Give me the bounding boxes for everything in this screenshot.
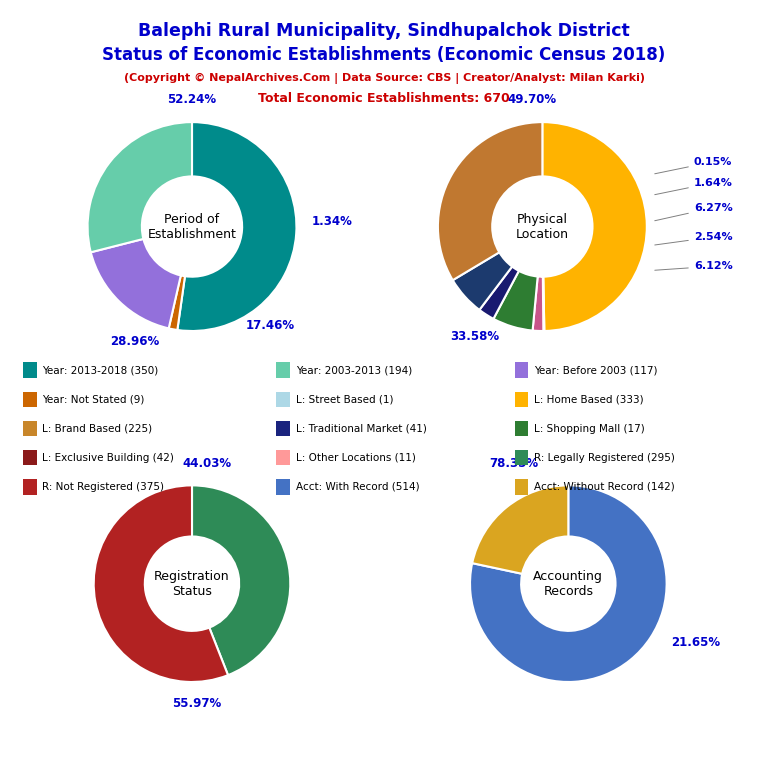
Wedge shape bbox=[493, 271, 538, 330]
Text: 55.97%: 55.97% bbox=[172, 697, 221, 710]
Text: 17.46%: 17.46% bbox=[246, 319, 295, 333]
Text: Physical
Location: Physical Location bbox=[516, 213, 569, 240]
Text: Period of
Establishment: Period of Establishment bbox=[147, 213, 237, 240]
Wedge shape bbox=[91, 239, 180, 329]
Wedge shape bbox=[192, 485, 290, 675]
Text: Year: Before 2003 (117): Year: Before 2003 (117) bbox=[534, 365, 657, 376]
Text: Acct: With Record (514): Acct: With Record (514) bbox=[296, 482, 419, 492]
Text: Registration
Status: Registration Status bbox=[154, 570, 230, 598]
Wedge shape bbox=[452, 253, 512, 310]
Wedge shape bbox=[472, 485, 568, 574]
Text: (Copyright © NepalArchives.Com | Data Source: CBS | Creator/Analyst: Milan Karki: (Copyright © NepalArchives.Com | Data So… bbox=[124, 73, 644, 84]
Text: 44.03%: 44.03% bbox=[182, 457, 231, 470]
Text: R: Legally Registered (295): R: Legally Registered (295) bbox=[534, 452, 674, 463]
Text: 33.58%: 33.58% bbox=[450, 329, 499, 343]
Text: 6.12%: 6.12% bbox=[655, 261, 733, 271]
Text: L: Exclusive Building (42): L: Exclusive Building (42) bbox=[42, 452, 174, 463]
Wedge shape bbox=[438, 122, 542, 280]
Wedge shape bbox=[532, 276, 543, 331]
Text: 52.24%: 52.24% bbox=[167, 93, 217, 106]
Text: Year: Not Stated (9): Year: Not Stated (9) bbox=[42, 394, 144, 405]
Text: Accounting
Records: Accounting Records bbox=[534, 570, 603, 598]
Text: Year: 2013-2018 (350): Year: 2013-2018 (350) bbox=[42, 365, 158, 376]
Text: 6.27%: 6.27% bbox=[655, 203, 733, 220]
Text: R: Not Registered (375): R: Not Registered (375) bbox=[42, 482, 164, 492]
Text: 28.96%: 28.96% bbox=[110, 335, 159, 348]
Text: L: Brand Based (225): L: Brand Based (225) bbox=[42, 423, 152, 434]
Text: Year: 2003-2013 (194): Year: 2003-2013 (194) bbox=[296, 365, 412, 376]
Text: Acct: Without Record (142): Acct: Without Record (142) bbox=[534, 482, 674, 492]
Wedge shape bbox=[169, 276, 185, 330]
Text: L: Street Based (1): L: Street Based (1) bbox=[296, 394, 393, 405]
Text: Balephi Rural Municipality, Sindhupalchok District: Balephi Rural Municipality, Sindhupalcho… bbox=[138, 22, 630, 39]
Text: 2.54%: 2.54% bbox=[655, 232, 733, 245]
Text: L: Home Based (333): L: Home Based (333) bbox=[534, 394, 644, 405]
Text: 0.15%: 0.15% bbox=[655, 157, 732, 174]
Text: 78.35%: 78.35% bbox=[490, 457, 539, 470]
Wedge shape bbox=[470, 485, 667, 682]
Wedge shape bbox=[543, 276, 545, 331]
Wedge shape bbox=[88, 122, 192, 252]
Text: 49.70%: 49.70% bbox=[508, 93, 557, 106]
Text: 1.34%: 1.34% bbox=[312, 215, 353, 228]
Text: 1.64%: 1.64% bbox=[655, 177, 733, 194]
Text: L: Traditional Market (41): L: Traditional Market (41) bbox=[296, 423, 426, 434]
Text: L: Other Locations (11): L: Other Locations (11) bbox=[296, 452, 415, 463]
Text: Total Economic Establishments: 670: Total Economic Establishments: 670 bbox=[258, 92, 510, 105]
Text: L: Shopping Mall (17): L: Shopping Mall (17) bbox=[534, 423, 644, 434]
Wedge shape bbox=[94, 485, 228, 682]
Wedge shape bbox=[177, 122, 296, 331]
Wedge shape bbox=[542, 122, 647, 331]
Text: 21.65%: 21.65% bbox=[671, 636, 720, 649]
Text: Status of Economic Establishments (Economic Census 2018): Status of Economic Establishments (Econo… bbox=[102, 46, 666, 64]
Wedge shape bbox=[479, 266, 519, 319]
